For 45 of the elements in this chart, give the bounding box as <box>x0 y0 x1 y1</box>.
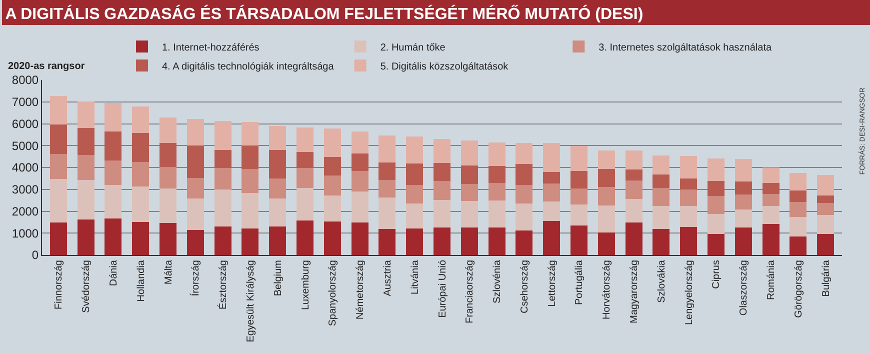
x-tick-label: Luxemburg <box>300 260 312 310</box>
y-tick-label: 1000 <box>12 226 39 240</box>
x-tick-label: Hollandia <box>136 260 147 302</box>
x-tick-label: Észtország <box>217 260 230 310</box>
x-tick-label: Egyesült Királyság <box>245 260 256 342</box>
x-tick-label: Portugália <box>574 260 586 306</box>
x-tick-label: Finnország <box>54 260 65 310</box>
x-tick-label: Belgium <box>272 260 284 296</box>
x-tick-label: Csehország <box>519 260 530 314</box>
chart-title: A DIGITÁLIS GAZDASÁG ÉS TÁRSADALOM FEJLETTSÉGÉT MÉRŐ MUTATÓ (DESI) <box>5 4 644 24</box>
legend-label: 2. Humán tőke <box>380 42 446 54</box>
y-axis-title: 2020-as rangsor <box>8 61 85 72</box>
y-tick-label: 8000 <box>12 73 39 88</box>
x-tick-label: Franciaország <box>464 260 476 324</box>
x-tick-label: Szlovákia <box>656 260 668 303</box>
x-tick-label: Svédország <box>81 260 92 313</box>
y-tick-label: 6000 <box>12 116 39 131</box>
legend-label: 4. A digitális technológiák integráltsága <box>162 61 334 72</box>
legend-label: 3. Internetes szolgáltatások használata <box>598 42 772 54</box>
y-tick-label: 3000 <box>12 182 39 197</box>
x-tick-label: Ciprus <box>711 260 722 289</box>
x-tick-label: Litvánia <box>410 260 421 294</box>
x-tick-label: Írország <box>190 260 202 296</box>
x-tick-label: Európai Unió <box>437 260 448 318</box>
legend-label: 1. Internet-hozzáférés <box>162 42 260 54</box>
x-tick-label: Olaszország <box>738 260 750 316</box>
x-tick-label: Horvátország <box>602 260 613 320</box>
x-tick-label: Málta <box>163 260 174 284</box>
legend-label: 5. Digitális közszolgáltatások <box>380 61 510 72</box>
x-tick-label: Románia <box>766 260 778 300</box>
x-tick-label: Magyarország <box>629 260 640 324</box>
x-tick-label: Németország <box>355 260 366 320</box>
y-tick-label: 5000 <box>12 138 39 153</box>
x-tick-label: Szlovénia <box>492 260 504 304</box>
x-tick-label: Lengyelország <box>684 260 695 326</box>
x-tick-label: Lettország <box>546 260 558 307</box>
x-tick-label: Ausztria <box>382 260 394 296</box>
x-tick-label: Spanyolország <box>328 260 339 326</box>
x-tick-label: Bulgária <box>820 260 832 297</box>
x-tick-label: Dánia <box>108 260 120 286</box>
y-tick-label: 2000 <box>12 204 39 218</box>
x-tick-label: Görögország <box>793 260 804 318</box>
y-tick-label: 4000 <box>12 160 39 175</box>
y-tick-label: 7000 <box>12 95 39 110</box>
y-tick-label: 0 <box>32 248 39 262</box>
